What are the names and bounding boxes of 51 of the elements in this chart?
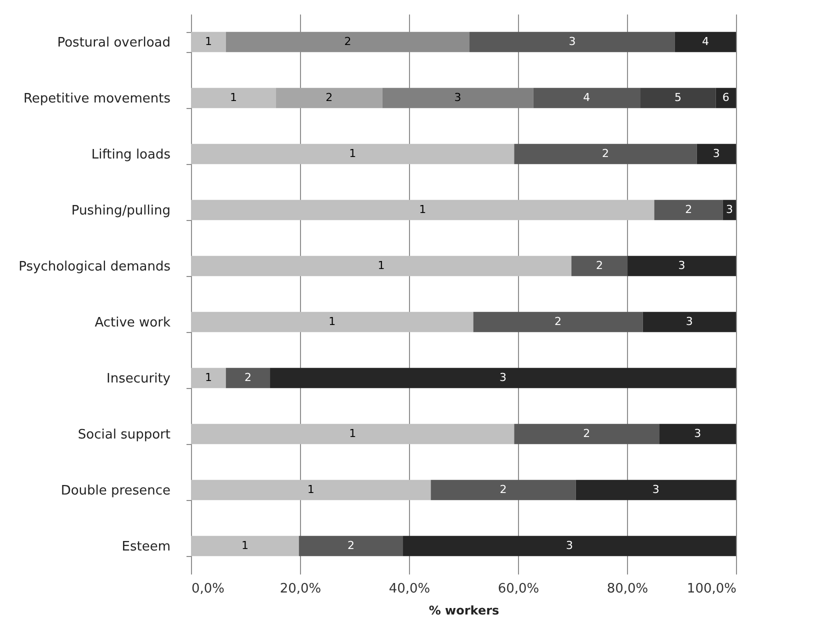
series-label: 3 [726, 203, 733, 216]
text: 1 [230, 91, 238, 104]
x-tick-label: 60,0% [498, 582, 540, 596]
y-tick-label: Psychological demands [18, 260, 171, 274]
x-tick-label: 80,0% [606, 582, 648, 596]
text: 3 [678, 259, 686, 272]
text: 3 [652, 483, 660, 496]
x-tick-label: 40,0% [388, 582, 430, 596]
text: 1 [241, 539, 248, 552]
text: 3 [694, 427, 702, 440]
y-tick-label: Pushing/pulling [71, 204, 170, 218]
y-tick-label: Insecurity [106, 372, 171, 386]
series-label: 4 [702, 35, 709, 48]
text: 3 [566, 539, 574, 552]
text: 2 [326, 91, 333, 104]
text: 3 [500, 371, 507, 384]
series-label: 2 [554, 315, 562, 328]
text: 1 [204, 371, 212, 384]
text: 3 [454, 91, 462, 104]
y-tick-label: Double presence [60, 484, 170, 498]
text: 1 [378, 259, 385, 272]
text: 3 [568, 35, 576, 48]
text: 4 [583, 91, 590, 104]
text: 2 [500, 483, 507, 496]
series-label: 5 [674, 91, 682, 104]
series-label: 6 [722, 91, 730, 104]
y-tick-label: Esteem [122, 540, 170, 554]
y-tick-label: Repetitive movements [23, 92, 171, 106]
y-tick-label: Social support [78, 428, 170, 442]
y-tick-label: Active work [94, 316, 171, 330]
text: 2 [347, 539, 354, 552]
y-tick-label: Postural overload [57, 36, 170, 50]
text: 1 [419, 203, 426, 216]
x-tick-label: 20,0% [280, 582, 322, 596]
text: 1 [349, 147, 356, 160]
x-tick-label: 100,0% [686, 582, 736, 596]
text: 1 [307, 483, 314, 496]
text: 3 [712, 147, 720, 160]
text: 1 [204, 35, 212, 48]
y-tick-label: Lifting loads [91, 148, 171, 162]
text: 2 [685, 203, 692, 216]
text: 2 [596, 259, 603, 272]
x-axis-title: % workers [428, 604, 500, 618]
series-label: 1 [328, 315, 336, 328]
text: 1 [349, 427, 356, 440]
text: 2 [244, 371, 252, 384]
text: 2 [583, 427, 590, 440]
x-tick-label: 0,0% [192, 582, 225, 596]
text: 2 [602, 147, 609, 160]
text: 3 [686, 315, 693, 328]
text: 2 [344, 35, 352, 48]
